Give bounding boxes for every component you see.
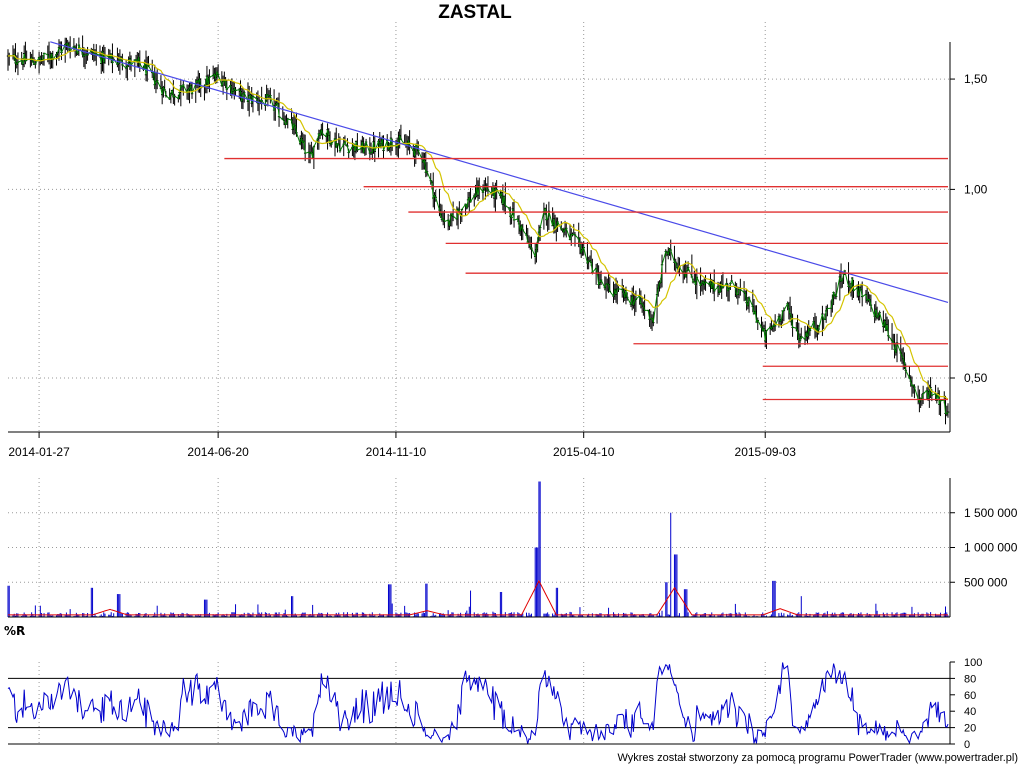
wr-tick-label: 40 [964,706,976,718]
footer-credit: Wykres został stworzony za pomocą progra… [617,752,1018,764]
volume-panel-axis: 1 500 000 1 000 000 500 000 [8,478,1018,618]
williams-r-panel-axis: 100 80 60 40 20 0 [8,657,982,751]
price-panel-series [6,35,950,425]
x-tick-label: 2014-01-27 [8,445,70,459]
williams-r-panel-grid [8,677,950,729]
wr-tick-label: 100 [964,657,982,669]
williams-r-line [7,662,949,745]
wr-tick-label: 20 [964,723,976,735]
y-tick-label: 0,50 [964,371,988,385]
volume-tick-label: 1 000 000 [964,541,1018,555]
williams-r-panel-series [7,662,949,745]
y-tick-label: 1,00 [964,182,988,196]
x-tick-label: 2014-06-20 [187,445,249,459]
wr-tick-label: 0 [964,739,970,751]
wr-tick-label: 80 [964,673,976,685]
y-tick-label: 1,50 [964,72,988,86]
price-panel-axis: 2014-01-27 2014-06-20 2014-11-10 2015-04-10… [8,42,988,459]
volume-average-line [8,579,948,616]
moving-average-line [7,47,949,400]
x-tick-label: 2014-11-10 [366,445,427,459]
price-panel-grid [8,22,950,744]
volume-tick-label: 500 000 [964,575,1008,589]
close-line [7,42,949,415]
wr-tick-label: 60 [964,690,976,702]
volume-panel-series [7,481,949,617]
chart-title: ZASTAL [438,2,512,23]
x-tick-label: 2015-04-10 [553,445,615,459]
volume-panel-grid [8,512,950,583]
x-tick-label: 2015-09-03 [735,445,797,459]
volume-tick-label: 1 500 000 [964,506,1018,520]
williams-r-label: %R [4,624,26,638]
trend-line [50,41,949,304]
